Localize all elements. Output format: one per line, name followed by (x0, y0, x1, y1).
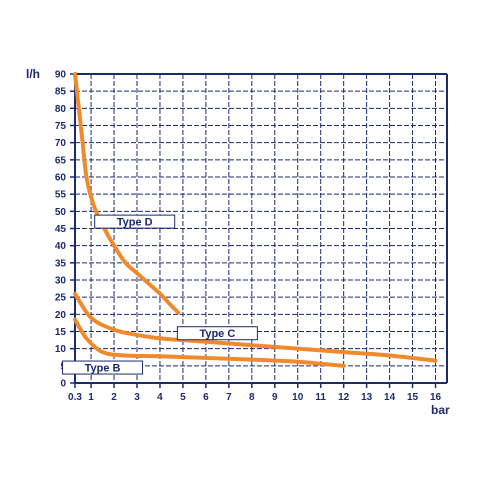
y-tick-label: 75 (55, 121, 67, 132)
y-axis-unit-label: l/h (26, 67, 40, 81)
series-label-box-type-c (176, 326, 258, 341)
series-lines (73, 72, 438, 368)
x-tick-label: 7 (226, 392, 232, 403)
y-tick-label: 70 (55, 138, 67, 149)
series-line-type-c (73, 291, 438, 363)
y-tick-label: 40 (55, 241, 67, 252)
y-tick-label: 20 (55, 310, 67, 321)
y-tick-label: 0 (60, 379, 66, 390)
x-tick-label: 8 (249, 392, 255, 403)
x-tick-label: 2 (111, 392, 117, 403)
x-tick-label: 10 (292, 392, 304, 403)
y-tick-label: 80 (55, 104, 67, 115)
y-tick-label: 55 (55, 190, 67, 201)
y-tick-label: 35 (55, 258, 67, 269)
x-tick-label: 13 (361, 392, 373, 403)
y-tick-label: 10 (55, 344, 67, 355)
x-tick-label: 9 (272, 392, 278, 403)
grid-lines (70, 73, 448, 388)
series-label-box-type-d (94, 214, 176, 229)
series-line-type-d (73, 72, 181, 315)
x-axis-unit-label: bar (431, 403, 450, 417)
x-tick-label: 15 (407, 392, 419, 403)
x-tick-label: 6 (203, 392, 209, 403)
y-tick-label: 30 (55, 276, 67, 287)
x-tick-label: 0.3 (68, 392, 82, 403)
x-tick-label: 1 (88, 392, 94, 403)
x-tick-label: 5 (180, 392, 186, 403)
tick-labels: 0 5 10 15 20 25 30 35 40 45 50 55 60 65 70 75 80 85 90 0.3 1… (55, 70, 442, 404)
y-tick-label: 90 (55, 70, 67, 81)
y-tick-label: 60 (55, 173, 67, 184)
x-tick-label: 11 (315, 392, 326, 403)
y-tick-label: 25 (55, 293, 67, 304)
series-label-type-d: Type D (117, 217, 153, 229)
series-line-type-b (73, 317, 346, 368)
series-label-type-b: Type B (85, 363, 121, 375)
x-tick-label: 3 (134, 392, 140, 403)
x-tick-label: 16 (430, 392, 442, 403)
y-tick-label: 85 (55, 87, 67, 98)
x-tick-label: 14 (384, 392, 396, 403)
series-label-type-c: Type C (199, 328, 235, 340)
y-tick-label: 15 (55, 327, 67, 338)
y-tick-label: 65 (55, 155, 67, 166)
x-tick-label: 4 (157, 392, 163, 403)
x-tick-label: 12 (338, 392, 350, 403)
series-labels: Type D Type C Type B (62, 214, 258, 375)
series-label-box-type-b (62, 360, 144, 375)
y-tick-label: 45 (55, 224, 67, 235)
y-tick-label: 50 (55, 207, 67, 218)
